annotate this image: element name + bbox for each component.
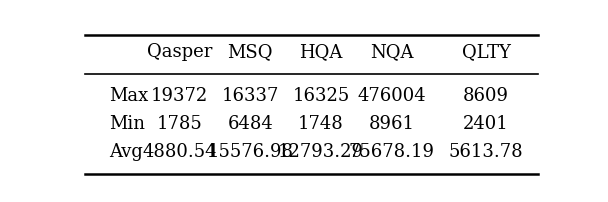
Text: 5613.78: 5613.78: [449, 143, 523, 161]
Text: 1748: 1748: [298, 115, 344, 133]
Text: Avg: Avg: [109, 143, 143, 161]
Text: 15576.98: 15576.98: [207, 143, 293, 161]
Text: QLTY: QLTY: [461, 43, 510, 61]
Text: HQA: HQA: [299, 43, 343, 61]
Text: 19372: 19372: [151, 87, 209, 105]
Text: 8609: 8609: [463, 87, 509, 105]
Text: 6484: 6484: [227, 115, 273, 133]
Text: Qasper: Qasper: [147, 43, 212, 61]
Text: 16325: 16325: [292, 87, 350, 105]
Text: 75678.19: 75678.19: [349, 143, 435, 161]
Text: NQA: NQA: [370, 43, 413, 61]
Text: 12793.29: 12793.29: [278, 143, 364, 161]
Text: 2401: 2401: [463, 115, 509, 133]
Text: MSQ: MSQ: [227, 43, 273, 61]
Text: Max: Max: [109, 87, 148, 105]
Text: Min: Min: [109, 115, 145, 133]
Text: 4880.54: 4880.54: [142, 143, 217, 161]
Text: 16337: 16337: [222, 87, 279, 105]
Text: 476004: 476004: [358, 87, 426, 105]
Text: 8961: 8961: [368, 115, 415, 133]
Text: 1785: 1785: [157, 115, 202, 133]
